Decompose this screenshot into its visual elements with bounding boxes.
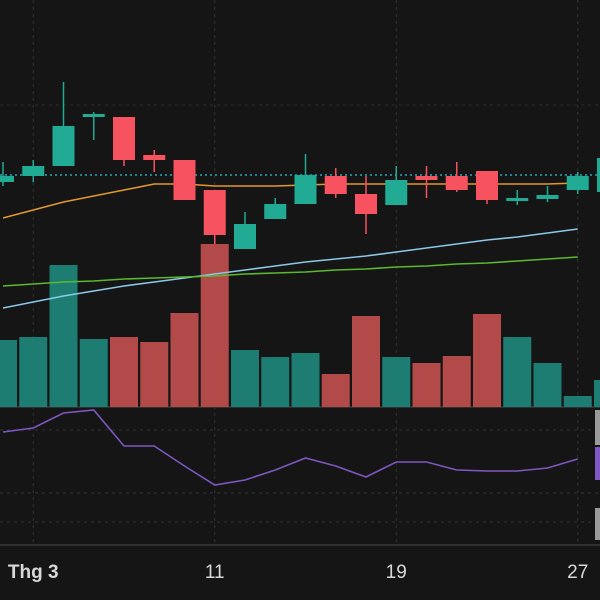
indicator-line bbox=[2, 409, 578, 486]
candle-body bbox=[143, 155, 166, 160]
volume-bar bbox=[49, 265, 78, 407]
volume-bar bbox=[140, 342, 169, 407]
candle-body bbox=[506, 198, 529, 201]
candle-body bbox=[355, 194, 377, 214]
x-tick-label: 27 bbox=[567, 562, 588, 583]
volume-bar bbox=[79, 339, 108, 407]
candle-body bbox=[385, 180, 408, 205]
volume-bar bbox=[261, 357, 290, 407]
volume-bar bbox=[200, 244, 229, 407]
scale-badge bbox=[595, 508, 600, 540]
candle-body bbox=[476, 171, 498, 200]
scale-badge bbox=[595, 447, 600, 480]
candle-body bbox=[536, 195, 559, 199]
candle-body bbox=[82, 114, 105, 117]
volume-bar bbox=[19, 337, 48, 407]
volume-bar bbox=[594, 380, 600, 407]
grid bbox=[0, 104, 600, 523]
x-tick-label: 11 bbox=[205, 562, 225, 583]
candle-body bbox=[0, 176, 14, 182]
volume-bar bbox=[563, 396, 592, 407]
candle-body bbox=[324, 176, 347, 194]
volume-bar bbox=[291, 353, 320, 407]
candle-body bbox=[445, 176, 468, 190]
candle-body bbox=[597, 158, 600, 192]
x-tick-label: 19 bbox=[386, 562, 407, 583]
volume-bar bbox=[0, 340, 17, 407]
volume-bar bbox=[442, 356, 471, 407]
volume-bar bbox=[352, 316, 380, 407]
volume-bar bbox=[170, 313, 199, 407]
volume-bar bbox=[231, 350, 259, 407]
candle-body bbox=[113, 117, 135, 160]
volume-bar bbox=[110, 337, 138, 407]
candle-body bbox=[234, 224, 256, 249]
volume-bar bbox=[382, 357, 411, 407]
candle-body bbox=[264, 204, 287, 219]
candle-body bbox=[52, 126, 75, 166]
volume-bar bbox=[533, 363, 562, 407]
candle-body bbox=[173, 160, 196, 200]
candle-body bbox=[22, 166, 45, 176]
scale-badge bbox=[595, 410, 600, 445]
candle-body bbox=[566, 176, 589, 190]
candle-body bbox=[415, 176, 438, 180]
volume-bar bbox=[321, 374, 350, 407]
moving-average bbox=[2, 228, 578, 309]
volume-bar bbox=[503, 337, 532, 407]
volume-bar bbox=[412, 363, 441, 407]
candle-body bbox=[294, 175, 317, 204]
volume-bar bbox=[473, 314, 501, 407]
moving-average bbox=[2, 256, 578, 287]
candle-body bbox=[203, 190, 226, 235]
x-tick-label: Thg 3 bbox=[8, 562, 59, 583]
